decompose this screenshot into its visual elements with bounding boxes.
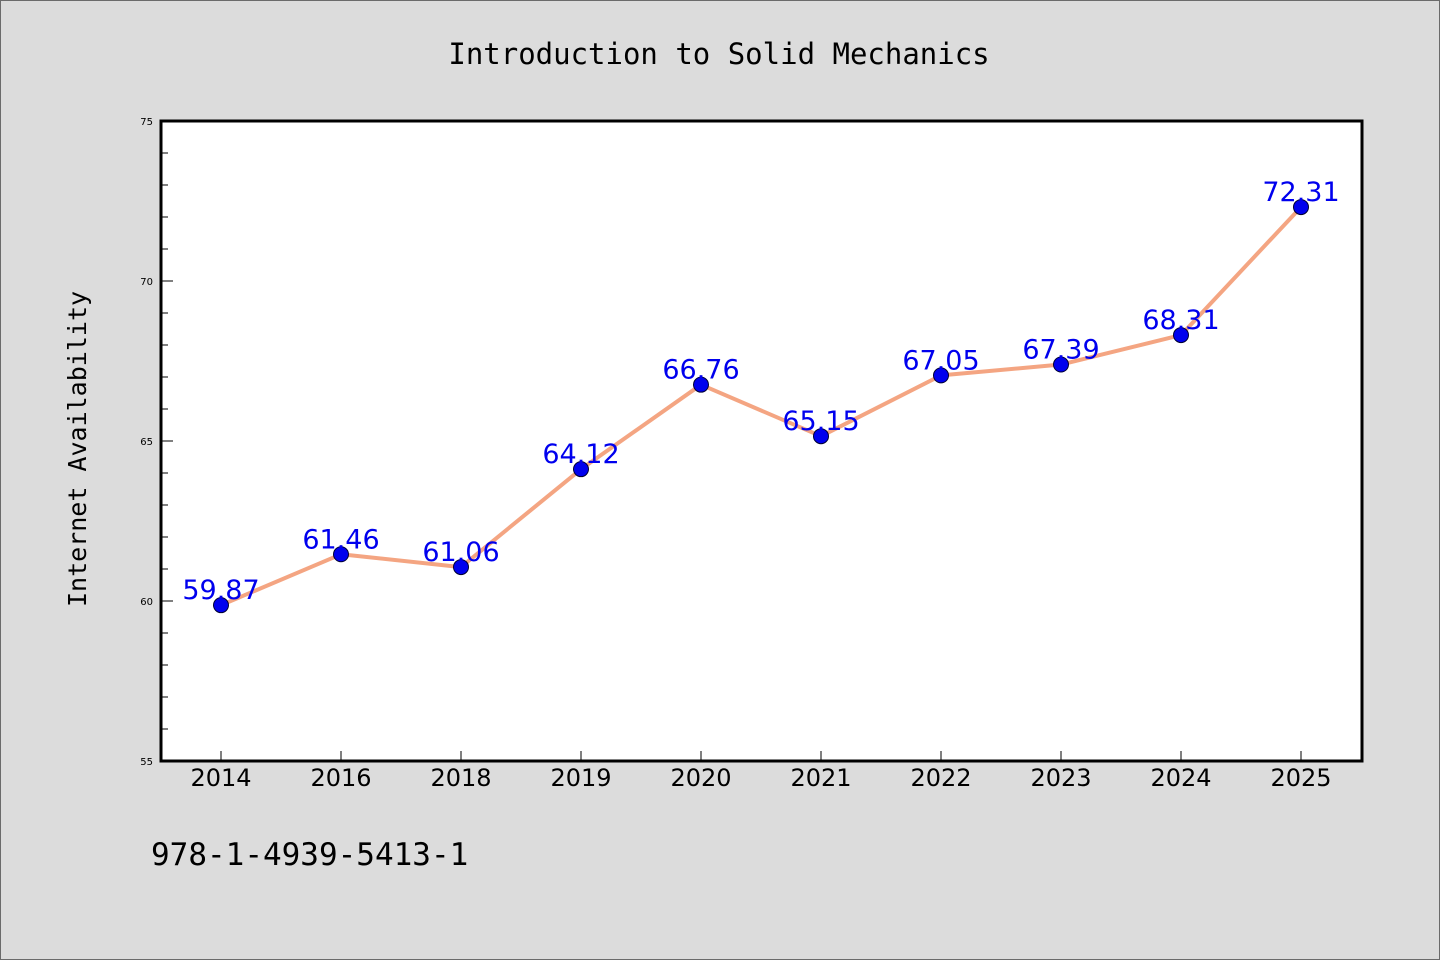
x-tick-label: 2014 (190, 764, 251, 792)
x-tick-label: 2024 (1150, 764, 1211, 792)
data-label: 61.06 (422, 537, 499, 568)
data-label: 65.15 (782, 406, 859, 437)
data-point (333, 546, 349, 563)
data-labels-group: 59.87 61.46 61.06 64.12 66.76 65.15 67.05 67.39… (182, 177, 1339, 606)
data-point (693, 376, 709, 393)
series-markers-group (213, 199, 1309, 614)
data-point (1053, 356, 1069, 373)
data-point (813, 428, 829, 445)
data-label: 67.05 (902, 345, 979, 376)
y-tick-label: 70 (140, 277, 153, 288)
data-label: 66.76 (662, 355, 739, 386)
data-label: 64.12 (542, 439, 619, 470)
data-label: 61.46 (302, 524, 379, 555)
y-axis-ticks: 55 60 65 70 75 (140, 117, 173, 768)
data-point (453, 559, 469, 576)
data-point (1173, 327, 1189, 344)
data-point (213, 597, 229, 614)
data-point (933, 367, 949, 384)
data-label: 67.39 (1022, 335, 1099, 366)
y-tick-label: 60 (140, 597, 153, 608)
y-tick-label: 75 (140, 117, 153, 128)
x-tick-label: 2025 (1270, 764, 1331, 792)
x-tick-label: 2021 (790, 764, 851, 792)
x-tick-label: 2018 (430, 764, 491, 792)
data-label: 72.31 (1262, 177, 1339, 208)
data-point (1293, 199, 1309, 216)
data-label: 59.87 (182, 575, 259, 606)
y-tick-label: 65 (140, 437, 153, 448)
x-tick-label: 2020 (670, 764, 731, 792)
series-line-group (220, 205, 1303, 608)
x-tick-label: 2023 (1030, 764, 1091, 792)
y-tick-label: 55 (140, 757, 153, 768)
data-point (573, 461, 589, 478)
isbn-text: 978-1-4939-5413-1 (151, 837, 468, 873)
x-tick-label: 2019 (550, 764, 611, 792)
chart-title: Introduction to Solid Mechanics (448, 37, 989, 71)
x-axis-ticks: 2014 2016 2018 2019 2020 2021 2022 2023 2024 2025 (190, 751, 1332, 792)
data-label: 68.31 (1142, 305, 1219, 336)
x-tick-label: 2016 (310, 764, 371, 792)
x-tick-label: 2022 (910, 764, 971, 792)
plot-area (159, 119, 1364, 763)
y-axis-label: Internet Availability (63, 291, 92, 607)
series-line (220, 205, 1303, 608)
